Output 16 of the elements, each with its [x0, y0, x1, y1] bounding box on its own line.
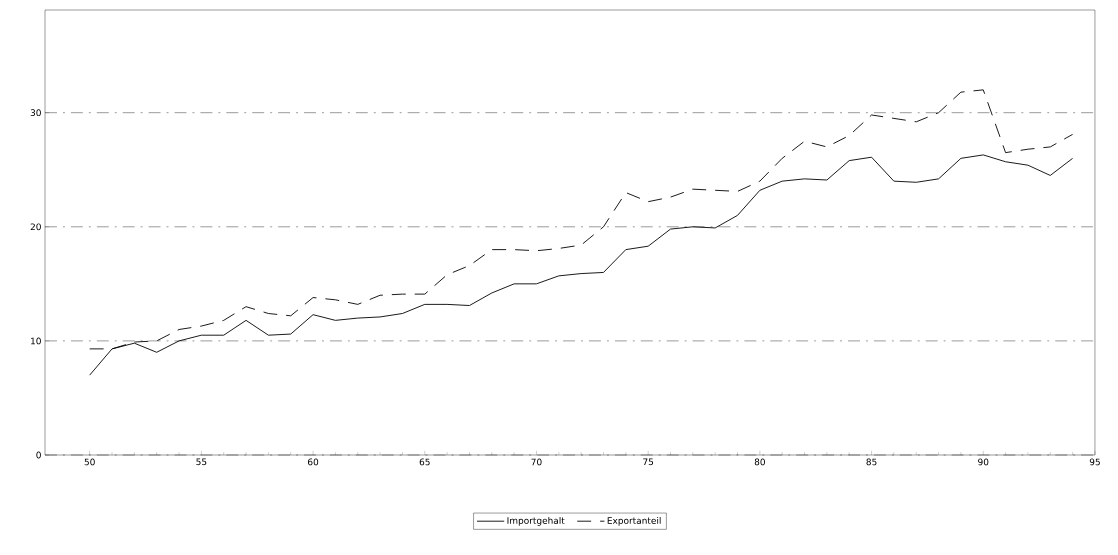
y-tick-label: 10: [31, 337, 41, 345]
x-tick-label: 95: [1089, 458, 1100, 466]
x-tick-label: 60: [307, 458, 319, 466]
y-tick-label: 30: [30, 109, 41, 117]
x-tick-label: 90: [978, 458, 989, 466]
x-tick-label: 55: [196, 458, 207, 466]
y-tick-label: 0: [36, 451, 41, 459]
x-tick-label: 50: [84, 458, 95, 466]
legend-label: Exportanteil: [607, 517, 661, 526]
legend-label: Importgehalt: [507, 517, 565, 526]
x-tick-label: 70: [531, 458, 542, 466]
y-tick-label: 20: [30, 223, 41, 231]
x-tick-label: 75: [643, 458, 654, 466]
x-tick-label: 80: [754, 458, 765, 466]
x-tick-label: 85: [866, 458, 877, 466]
x-tick-label: 65: [419, 458, 430, 466]
